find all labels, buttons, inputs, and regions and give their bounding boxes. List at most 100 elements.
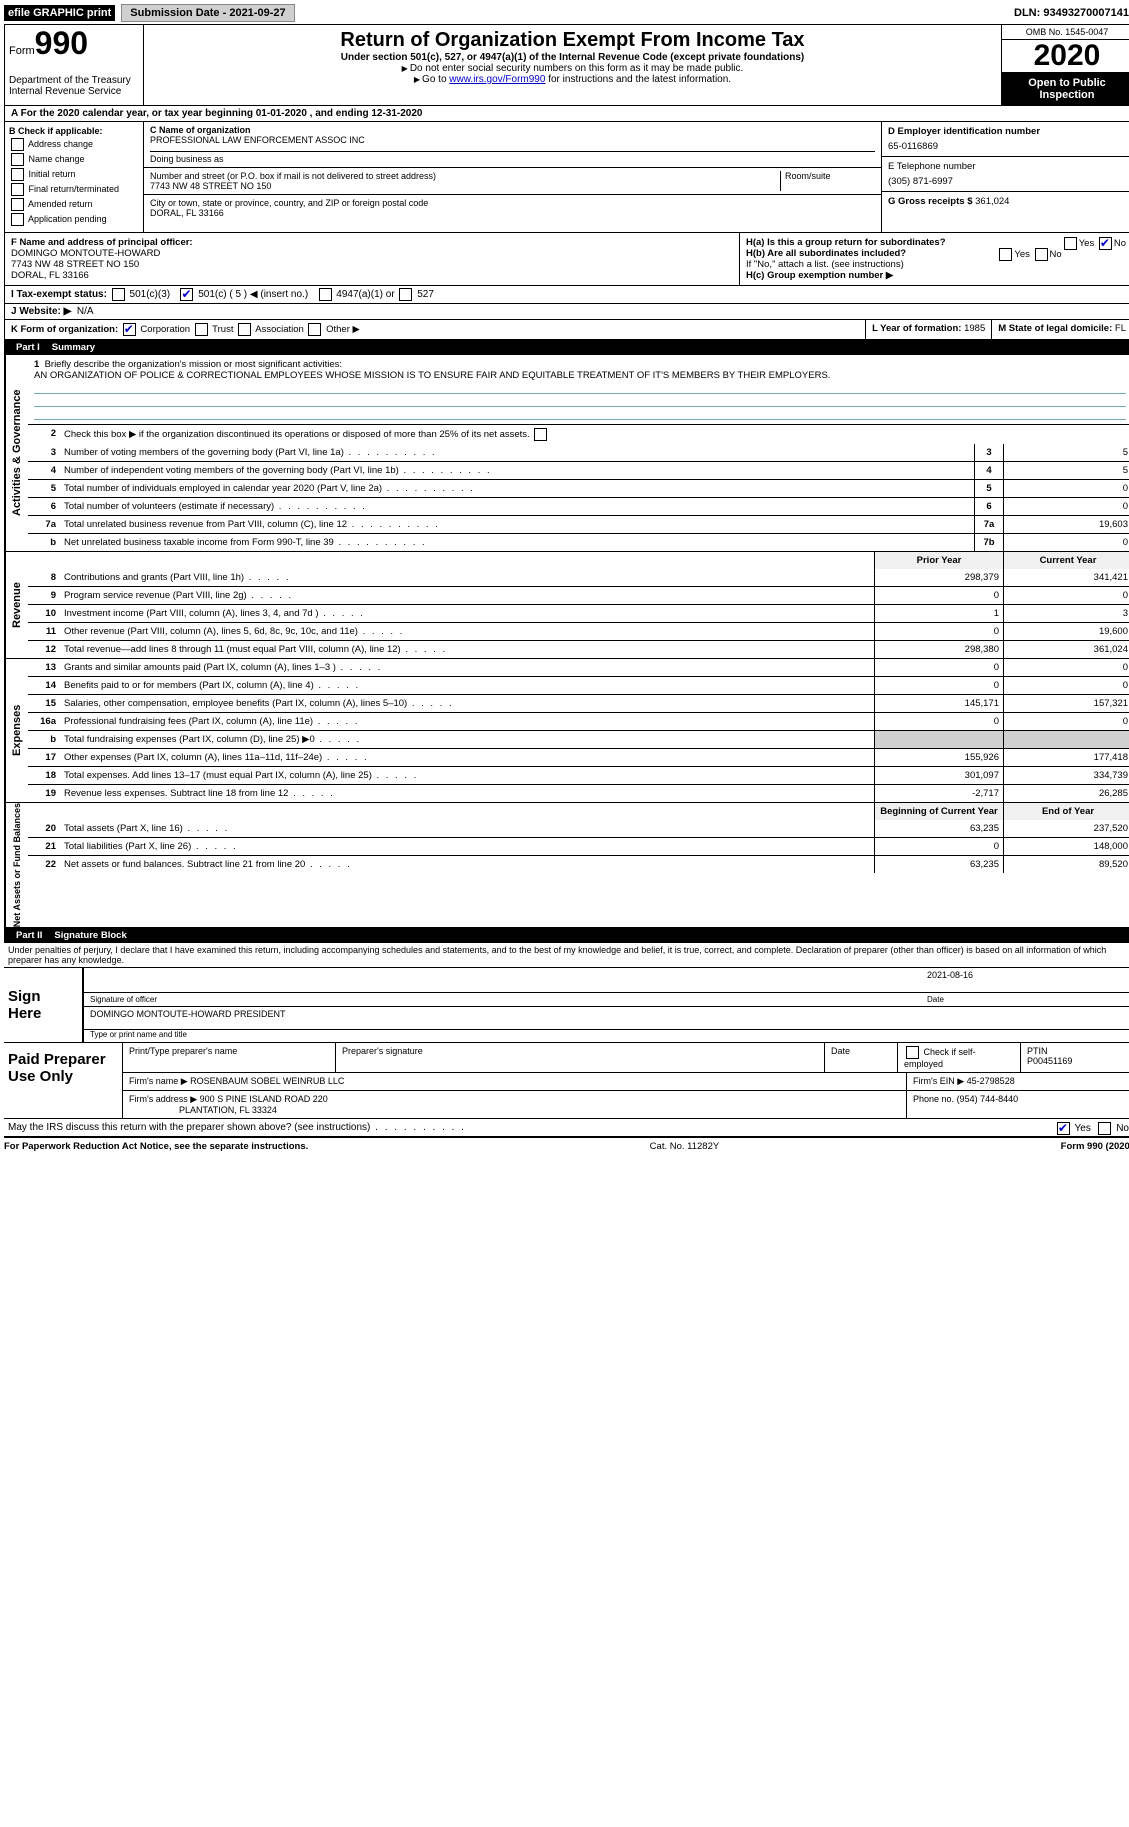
table-row: 8 Contributions and grants (Part VIII, l… xyxy=(28,569,1129,586)
penalty-text: Under penalties of perjury, I declare th… xyxy=(4,943,1129,967)
chk-pending[interactable] xyxy=(11,213,24,226)
no-label: No xyxy=(1116,1123,1129,1134)
row-num: 11 xyxy=(28,623,60,640)
i-label: I Tax-exempt status: xyxy=(11,289,107,300)
col-h: H(a) Is this a group return for subordin… xyxy=(740,233,1129,285)
prior-year: 0 xyxy=(874,623,1003,640)
foot-right: Form 990 (2020) xyxy=(1061,1141,1129,1152)
irs-link[interactable]: www.irs.gov/Form990 xyxy=(449,74,545,85)
phone-label: Phone no. xyxy=(913,1094,954,1104)
opt-amended: Amended return xyxy=(28,199,93,209)
row-text: Total number of volunteers (estimate if … xyxy=(60,498,974,515)
hdr-boy: Beginning of Current Year xyxy=(874,803,1003,820)
foot-left: For Paperwork Reduction Act Notice, see … xyxy=(4,1141,308,1152)
row-box: 6 xyxy=(974,498,1003,515)
row-text: Net assets or fund balances. Subtract li… xyxy=(60,856,874,873)
ha-no[interactable] xyxy=(1099,237,1112,250)
table-row: 11 Other revenue (Part VIII, column (A),… xyxy=(28,622,1129,640)
row-box: 5 xyxy=(974,480,1003,497)
prep-h3: Date xyxy=(825,1043,898,1072)
l2-chk[interactable] xyxy=(534,428,547,441)
arrow-icon xyxy=(402,63,410,74)
i-o4: 527 xyxy=(417,289,434,300)
hdr-prior: Prior Year xyxy=(874,552,1003,569)
dln-label: DLN: xyxy=(1014,7,1040,19)
row-num: 10 xyxy=(28,605,60,622)
opt-pending: Application pending xyxy=(28,214,107,224)
arrow-icon xyxy=(414,74,422,85)
row-box: 4 xyxy=(974,462,1003,479)
prep-label: Paid Preparer Use Only xyxy=(4,1043,123,1118)
discuss-q: May the IRS discuss this return with the… xyxy=(8,1122,466,1133)
row-box: 7a xyxy=(974,516,1003,533)
prior-year: 0 xyxy=(874,677,1003,694)
row-num: 13 xyxy=(28,659,60,676)
current-year: 177,418 xyxy=(1003,749,1129,766)
hdr-current: Current Year xyxy=(1003,552,1129,569)
prior-year: 63,235 xyxy=(874,856,1003,873)
row-text: Grants and similar amounts paid (Part IX… xyxy=(60,659,874,676)
firm-ein: 45-2798528 xyxy=(967,1076,1015,1086)
row-text: Total fundraising expenses (Part IX, col… xyxy=(60,731,874,748)
chk-initial[interactable] xyxy=(11,168,24,181)
col-f: F Name and address of principal officer:… xyxy=(5,233,740,285)
row-a-pre: A For the 2020 calendar year, or tax yea… xyxy=(11,108,256,119)
k-o3: Association xyxy=(255,324,304,335)
row-num: 12 xyxy=(28,641,60,658)
chk-amended[interactable] xyxy=(11,198,24,211)
discuss-yes[interactable] xyxy=(1057,1122,1070,1135)
prep-self-chk[interactable] xyxy=(906,1046,919,1059)
firm-name: ROSENBAUM SOBEL WEINRUB LLC xyxy=(190,1076,344,1086)
gov-row: 4 Number of independent voting members o… xyxy=(28,461,1129,479)
row-text: Total unrelated business revenue from Pa… xyxy=(60,516,974,533)
prior-year: 0 xyxy=(874,838,1003,855)
org-name: PROFESSIONAL LAW ENFORCEMENT ASSOC INC xyxy=(150,135,875,145)
name-title-label: Type or print name and title xyxy=(84,1030,1129,1039)
current-year: 334,739 xyxy=(1003,767,1129,784)
website: N/A xyxy=(77,306,94,317)
paid-preparer: Paid Preparer Use Only Print/Type prepar… xyxy=(4,1042,1129,1118)
gov-row: b Net unrelated business taxable income … xyxy=(28,533,1129,551)
discuss-no[interactable] xyxy=(1098,1122,1111,1135)
i-4947[interactable] xyxy=(319,288,332,301)
k-assoc[interactable] xyxy=(238,323,251,336)
k-trust[interactable] xyxy=(195,323,208,336)
hb-yes[interactable] xyxy=(999,248,1012,261)
row-text: Program service revenue (Part VIII, line… xyxy=(60,587,874,604)
i-501c3[interactable] xyxy=(112,288,125,301)
prior-year xyxy=(874,731,1003,748)
prior-year: 145,171 xyxy=(874,695,1003,712)
mission-text: AN ORGANIZATION OF POLICE & CORRECTIONAL… xyxy=(34,370,830,381)
k-corp[interactable] xyxy=(123,323,136,336)
form-990: Form990 Department of the Treasury Inter… xyxy=(4,24,1129,340)
dln-value: 93493270007141 xyxy=(1043,7,1129,19)
hb-no[interactable] xyxy=(1035,248,1048,261)
current-year: 0 xyxy=(1003,713,1129,730)
chk-name[interactable] xyxy=(11,153,24,166)
row-num: 5 xyxy=(28,480,60,497)
submission-button[interactable]: Submission Date - 2021-09-27 xyxy=(121,4,294,22)
l2-text: Check this box ▶ if the organization dis… xyxy=(64,429,530,440)
i-501c[interactable] xyxy=(180,288,193,301)
submission-date: 2021-09-27 xyxy=(229,7,285,19)
chk-address[interactable] xyxy=(11,138,24,151)
k-other[interactable] xyxy=(308,323,321,336)
sign-here: Sign Here 2021-08-16 Signature of office… xyxy=(4,967,1129,1042)
chk-final[interactable] xyxy=(11,183,24,196)
i-527[interactable] xyxy=(399,288,412,301)
row-num: b xyxy=(28,731,60,748)
prep-h2: Preparer's signature xyxy=(336,1043,825,1072)
domicile: FL xyxy=(1115,323,1126,334)
ha-yes[interactable] xyxy=(1064,237,1077,250)
table-row: b Total fundraising expenses (Part IX, c… xyxy=(28,730,1129,748)
prior-year: 0 xyxy=(874,659,1003,676)
g-label: G Gross receipts $ xyxy=(888,196,972,207)
row-text: Revenue less expenses. Subtract line 18 … xyxy=(60,785,874,802)
current-year: 341,421 xyxy=(1003,569,1129,586)
row-text: Total liabilities (Part X, line 26) xyxy=(60,838,874,855)
b-title: B Check if applicable: xyxy=(9,126,139,136)
prior-year: 0 xyxy=(874,587,1003,604)
m-label: M State of legal domicile: xyxy=(998,323,1112,334)
row-text: Net unrelated business taxable income fr… xyxy=(60,534,974,551)
current-year: 26,285 xyxy=(1003,785,1129,802)
